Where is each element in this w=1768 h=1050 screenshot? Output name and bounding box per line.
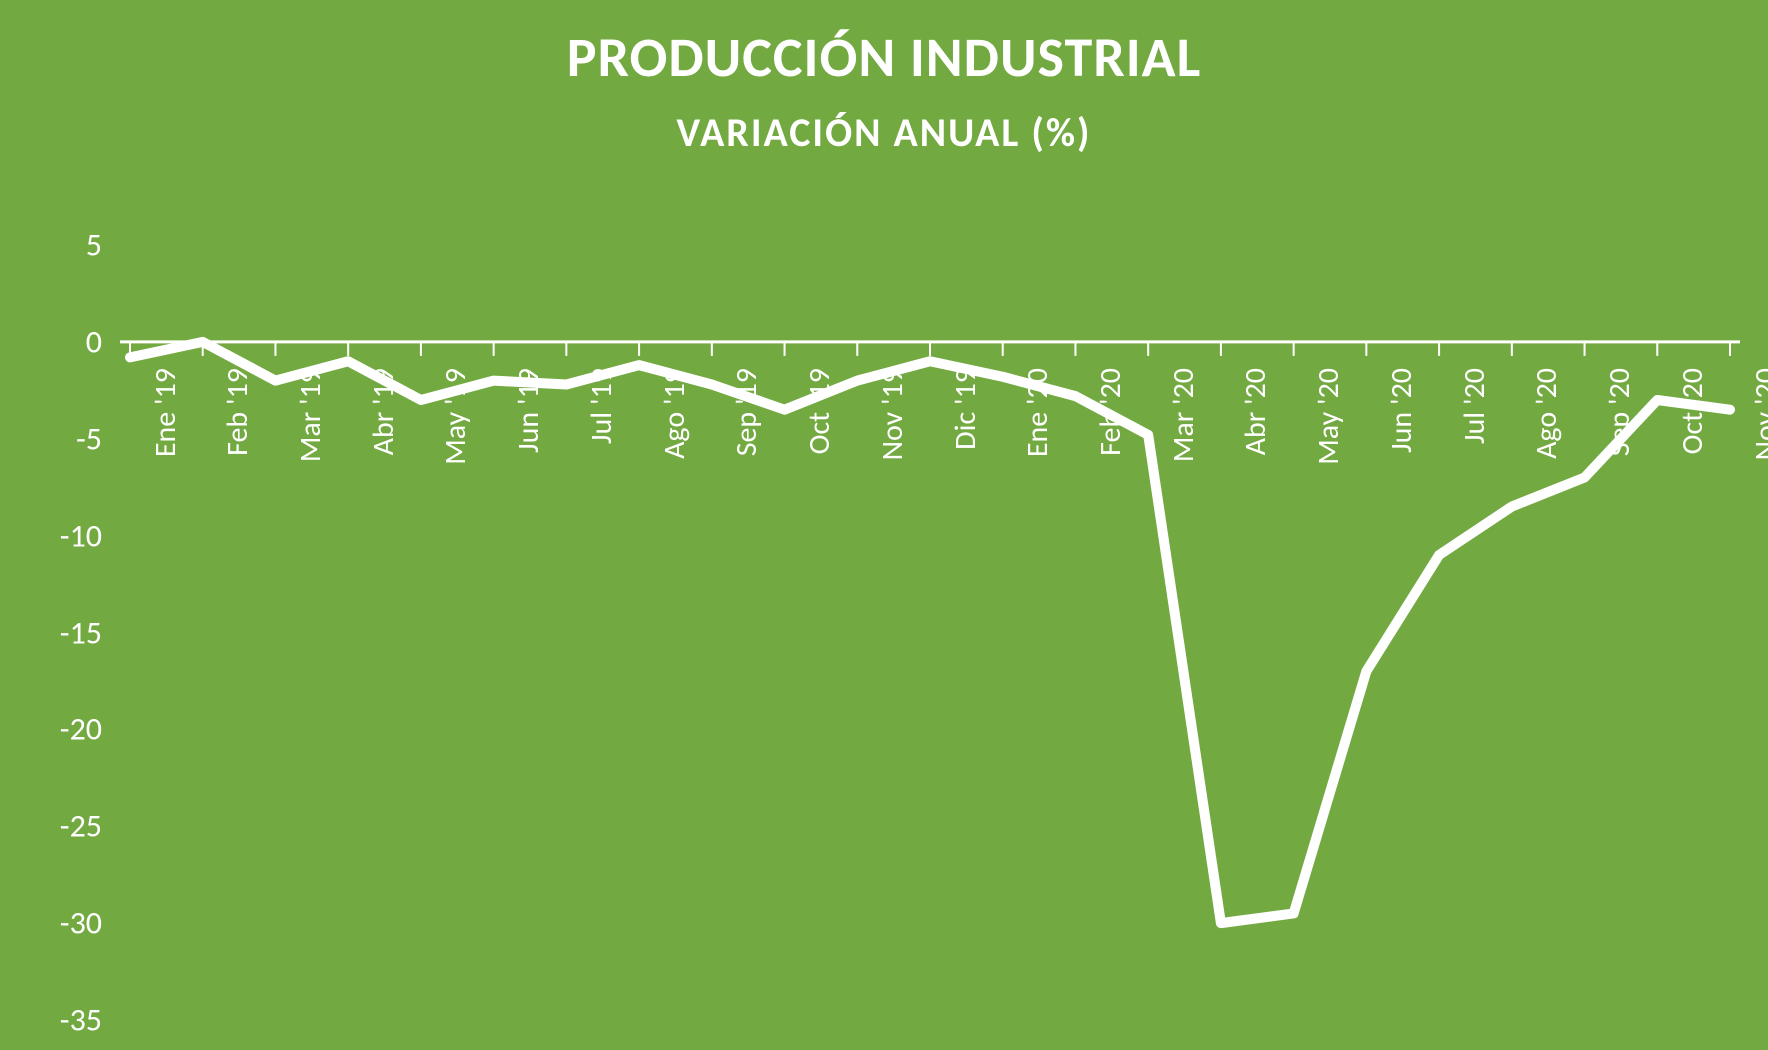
x-category-label: Feb '19 [219, 368, 256, 456]
x-category-label: Jun '20 [1383, 368, 1420, 453]
x-category-label: Ago '20 [1528, 368, 1565, 459]
x-category-label: Dic '19 [947, 368, 984, 450]
x-category-label: May '19 [437, 368, 474, 465]
x-category-label: Ene '19 [147, 368, 184, 457]
x-category-label: Mar '20 [1165, 368, 1202, 462]
chart-line-layer [120, 245, 1740, 1020]
chart-title-block: PRODUCCIÓN INDUSTRIAL VARIACIÓN ANUAL (%… [0, 24, 1768, 157]
chart-root: PRODUCCIÓN INDUSTRIAL VARIACIÓN ANUAL (%… [0, 0, 1768, 1050]
y-tick-label: -10 [60, 516, 120, 555]
y-tick-label: -15 [60, 613, 120, 652]
x-category-label: Feb '20 [1092, 368, 1129, 456]
chart-subtitle: VARIACIÓN ANUAL (%) [0, 108, 1768, 157]
x-category-label: Jul '19 [583, 368, 620, 444]
x-category-label: Ago '19 [656, 368, 693, 459]
y-tick-label: 5 [86, 226, 120, 265]
x-category-label: Abr '19 [365, 368, 402, 455]
x-category-label: Oct '20 [1674, 368, 1711, 454]
x-category-label: Jul '20 [1456, 368, 1493, 444]
x-category-label: Sep '20 [1601, 368, 1638, 456]
y-tick-label: -20 [60, 710, 120, 749]
x-category-label: Nov '19 [874, 368, 911, 460]
x-category-label: Jun '19 [510, 368, 547, 453]
x-category-label: Sep '19 [728, 368, 765, 456]
x-category-label: Mar '19 [292, 368, 329, 462]
chart-title: PRODUCCIÓN INDUSTRIAL [0, 24, 1768, 92]
x-category-label: Abr '20 [1237, 368, 1274, 455]
chart-plot-area: 50-5-10-15-20-25-30-35Ene '19Feb '19Mar … [120, 245, 1740, 1020]
x-category-label: Oct '19 [801, 368, 838, 454]
x-category-label: May '20 [1310, 368, 1347, 465]
y-tick-label: -25 [60, 807, 120, 846]
y-tick-label: -30 [60, 904, 120, 943]
y-tick-label: -35 [60, 1001, 120, 1040]
x-category-label: Ene '20 [1019, 368, 1056, 457]
y-tick-label: -5 [76, 419, 120, 458]
y-tick-label: 0 [86, 322, 120, 361]
x-category-label: Nov '20 [1747, 368, 1768, 460]
